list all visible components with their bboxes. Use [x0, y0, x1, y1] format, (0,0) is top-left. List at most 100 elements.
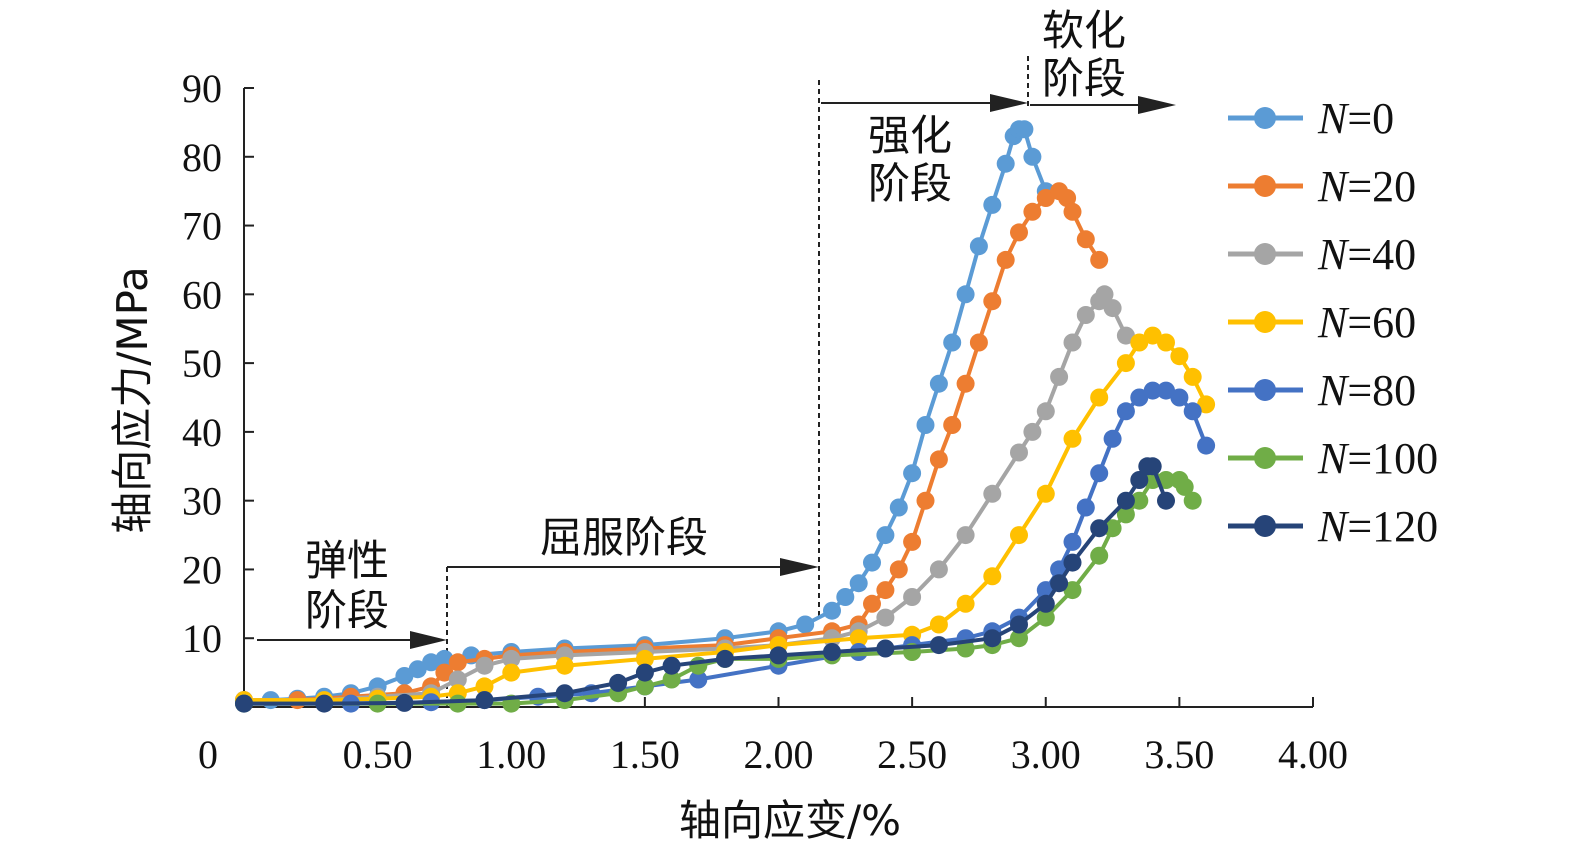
data-point [1036, 608, 1055, 627]
origin-label: 0 [198, 732, 218, 777]
data-point [1023, 422, 1042, 441]
data-point [235, 694, 253, 713]
y-tick-label: 50 [182, 341, 222, 386]
data-point [689, 656, 708, 675]
legend-item: N=60 [1228, 298, 1416, 347]
legend-label-value: =0 [1347, 94, 1394, 143]
data-point [1010, 443, 1028, 462]
data-point [969, 237, 988, 256]
data-point [1157, 491, 1175, 510]
series-N=120 [235, 457, 1175, 713]
legend-item: N=0 [1228, 94, 1394, 143]
legend-swatch-marker [1254, 175, 1276, 197]
soften-label-line2: 阶段 [1042, 54, 1126, 103]
x-tick-label: 1.50 [610, 732, 680, 777]
legend-item: N=20 [1228, 162, 1416, 211]
legend-label-variable: N [1317, 502, 1350, 551]
data-point [1116, 491, 1135, 510]
data-point [1090, 464, 1109, 483]
data-point [1103, 519, 1122, 538]
data-point [1063, 532, 1082, 551]
data-point [502, 649, 521, 668]
data-point [889, 498, 908, 517]
legend-label: N=40 [1317, 230, 1416, 279]
data-point [1050, 367, 1069, 386]
legend-item: N=40 [1228, 230, 1416, 279]
data-point [943, 416, 962, 434]
data-point [1036, 402, 1055, 421]
data-point [1023, 202, 1042, 221]
data-point [1076, 306, 1095, 324]
y-tick-label: 10 [182, 616, 222, 661]
data-point [1130, 491, 1149, 510]
data-point [555, 656, 574, 675]
data-point [1076, 230, 1095, 249]
x-tick-label: 2.00 [744, 732, 814, 777]
data-point [1170, 347, 1189, 366]
data-point [983, 195, 1002, 214]
y-tick-label: 20 [182, 547, 222, 592]
y-tick-label: 60 [182, 272, 222, 317]
legend-label-value: =100 [1347, 434, 1438, 483]
data-point [876, 581, 895, 600]
data-point [716, 649, 734, 668]
data-point [983, 292, 1002, 311]
data-point [1050, 574, 1069, 593]
axes: 0.50 1.00 1.50 2.00 2.50 3.00 3.50 4.00 10 20 30 4… [182, 66, 1348, 777]
data-point [903, 464, 922, 483]
legend-label-variable: N [1317, 162, 1350, 211]
data-point [823, 601, 841, 620]
data-point [929, 615, 948, 634]
data-point [1197, 436, 1216, 455]
data-point [1063, 202, 1082, 221]
x-tick-label: 3.50 [1144, 732, 1214, 777]
data-point [1130, 333, 1149, 352]
legend-swatch-marker [1254, 243, 1276, 265]
data-point [448, 694, 467, 713]
data-point [956, 526, 975, 545]
data-point [996, 154, 1015, 173]
stage-annotations: 弹性 阶段 屈服阶段 强化 阶段 软化 阶段 [257, 6, 1176, 707]
y-tick-label: 90 [182, 66, 222, 111]
data-point [929, 560, 948, 579]
data-point [983, 484, 1002, 503]
series-line [244, 292, 1128, 703]
legend-label-value: =20 [1347, 162, 1416, 211]
legend-label: N=80 [1317, 366, 1416, 415]
data-point [635, 677, 654, 696]
data-point [1130, 471, 1149, 489]
legend-label-variable: N [1317, 366, 1350, 415]
legend-swatch-marker [1254, 379, 1276, 401]
x-tick-label: 2.50 [877, 732, 947, 777]
data-point [929, 636, 948, 655]
legend-item: N=100 [1228, 434, 1438, 483]
data-point [836, 588, 855, 606]
data-point [876, 608, 895, 627]
data-point [1063, 581, 1082, 600]
data-point [823, 643, 841, 661]
data-point [1116, 354, 1135, 373]
data-point [1183, 491, 1202, 510]
x-tick-label: 3.00 [1011, 732, 1081, 777]
x-tick-label: 0.50 [343, 732, 413, 777]
strengthen-label-line1: 强化 [868, 111, 952, 160]
data-point [1063, 429, 1082, 448]
legend-label: N=0 [1317, 94, 1394, 143]
data-point [969, 333, 988, 352]
data-point [1143, 326, 1162, 345]
data-point [408, 660, 427, 679]
data-point [1197, 395, 1216, 414]
data-point [1063, 333, 1082, 352]
yield-label: 屈服阶段 [540, 513, 708, 562]
legend-label-value: =60 [1347, 298, 1416, 347]
strengthen-label-line2: 阶段 [868, 159, 952, 208]
data-point [929, 450, 948, 469]
data-point [1157, 381, 1175, 400]
data-point [1183, 367, 1202, 386]
legend-label-variable: N [1317, 94, 1350, 143]
data-point [1090, 519, 1109, 538]
x-axis-title: 轴向应变/% [679, 796, 901, 845]
data-point [1130, 388, 1149, 407]
legend-label: N=60 [1317, 298, 1416, 347]
y-tick-label: 70 [182, 204, 222, 249]
